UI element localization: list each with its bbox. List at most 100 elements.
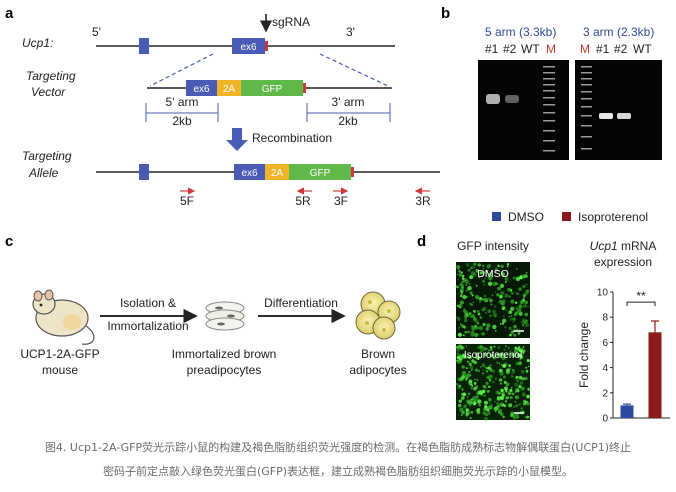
gfp-cell-dot — [482, 385, 486, 388]
gfp-cell-dot — [505, 396, 509, 400]
allele-exon-1 — [139, 164, 149, 180]
gfp-cell-dot — [458, 384, 461, 387]
gfp-cell-dot — [488, 378, 492, 382]
gfp-cell-dot — [514, 396, 517, 399]
gfp-cell-dot — [473, 266, 475, 269]
gfp-cell-dot — [477, 312, 481, 316]
gfp-cell-dot — [482, 267, 485, 270]
gfp-cell-dot — [524, 322, 530, 328]
gel2-image — [575, 60, 662, 160]
gfp-cell-dot — [458, 273, 463, 277]
arm3-label: 3' arm — [332, 95, 365, 109]
gfp-cell-dot — [511, 375, 514, 378]
gfp-cell-dot — [498, 299, 503, 304]
gfp-cell-dot — [512, 320, 514, 323]
figure-canvas: a Ucp1: 5' 3' ex6 sgRNA Targeting Vector… — [5, 5, 670, 425]
allele-ex6-box — [234, 164, 265, 180]
gfp-cell-dot — [465, 408, 469, 412]
gfp-cell-dot — [515, 276, 521, 282]
gfp-cell-dot — [522, 402, 527, 406]
gfp-cell-dot — [461, 286, 464, 288]
gfp-cell-dot — [492, 324, 497, 330]
arm3-size: 2kb — [338, 114, 358, 128]
gfp-cell-dot — [484, 412, 489, 417]
gfp-cell-dot — [494, 315, 497, 318]
gfp-cell-dot — [513, 334, 517, 337]
gfp-cell-dot — [457, 278, 460, 281]
gfp-cell-dot — [518, 375, 523, 380]
gfp-cell-dot — [475, 395, 479, 399]
gfp-cell-dot — [501, 272, 505, 276]
gfp-cell-dot — [469, 365, 474, 369]
gfp-cell-dot — [520, 407, 523, 410]
allele-2a-label: 2A — [271, 168, 284, 179]
gfp-cell-dot — [487, 375, 491, 380]
gfp-cell-dot — [461, 388, 464, 391]
gfp-cell-dot — [457, 377, 461, 381]
primer-3r-label: 3R — [415, 194, 431, 208]
adipocyte-label-1: Brown — [361, 347, 395, 361]
gfp-cell-dot — [504, 293, 509, 298]
gfp-cell-dot — [518, 346, 521, 349]
gfp-cell-dot — [517, 353, 521, 358]
gfp-cell-dot — [465, 288, 469, 292]
gfp-cell-dot — [521, 392, 527, 397]
gfp-cell-dot — [515, 361, 519, 366]
ucp1-gene-label: Ucp1: — [22, 36, 53, 50]
gfp-cell-dot — [487, 309, 492, 314]
vector-gfp-box — [241, 80, 303, 96]
gfp-cell-dot — [513, 324, 517, 329]
gfp-cell-dot — [514, 391, 517, 394]
gfp-cell-dot — [521, 320, 526, 325]
gfp-cell-dot — [466, 330, 470, 334]
gfp-cell-dot — [485, 327, 489, 331]
gfp-cell-dot — [510, 309, 512, 312]
gfp-cell-dot — [526, 415, 529, 419]
gel1-lane-1: #1 — [485, 42, 499, 56]
gfp-cell-dot — [465, 263, 470, 267]
allele-gfp-label: GFP — [310, 168, 331, 179]
gfp-cell-dot — [457, 319, 459, 321]
gfp-cell-dot — [482, 323, 486, 326]
gfp-cell-dot — [456, 352, 460, 355]
gfp-cell-dot — [456, 285, 459, 289]
gfp-cell-dot — [510, 317, 513, 321]
gfp-cell-dot — [510, 306, 515, 311]
gfp-cell-dot — [460, 292, 463, 296]
gfp-cell-dot — [503, 380, 507, 384]
gfp-cell-dot — [473, 382, 477, 385]
step1-label-2: Immortalization — [107, 319, 188, 333]
gfp-cell-dot — [473, 317, 477, 321]
gfp-cell-dot — [476, 310, 480, 313]
gfp-cell-dot — [479, 297, 483, 300]
panel-c-letter: c — [5, 233, 13, 250]
gfp-cell-dot — [515, 395, 520, 400]
gfp-cell-dot — [459, 300, 464, 305]
gfp-cell-dot — [516, 376, 519, 378]
gfp-cell-dot — [465, 283, 468, 286]
gfp-cell-dot — [478, 264, 480, 267]
gfp-cell-dot — [457, 332, 462, 337]
gfp-cell-dot — [496, 268, 499, 271]
gfp-image-dmso-speckles — [455, 262, 530, 337]
gfp-cell-dot — [500, 391, 505, 396]
gfp-cell-dot — [512, 276, 516, 280]
gfp-cell-dot — [482, 306, 487, 311]
gel2-lane-1: #1 — [596, 42, 610, 56]
gfp-cell-dot — [471, 368, 474, 371]
gfp-cell-dot — [475, 284, 478, 287]
gfp-cell-dot — [500, 388, 504, 393]
gfp-cell-dot — [469, 276, 472, 279]
gfp-cell-dot — [455, 383, 459, 386]
gfp-cell-dot — [502, 318, 507, 323]
gfp-cell-dot — [484, 417, 488, 421]
gfp-cell-dot — [478, 326, 484, 331]
gfp-cell-dot — [487, 411, 491, 415]
projection-left — [149, 53, 214, 87]
gfp-cell-dot — [526, 394, 530, 399]
gfp-cell-dot — [500, 264, 504, 269]
gfp-cell-dot — [464, 404, 467, 408]
gfp-cell-dot — [526, 283, 528, 286]
gfp-cell-dot — [470, 303, 473, 306]
gfp-cell-dot — [483, 347, 487, 351]
